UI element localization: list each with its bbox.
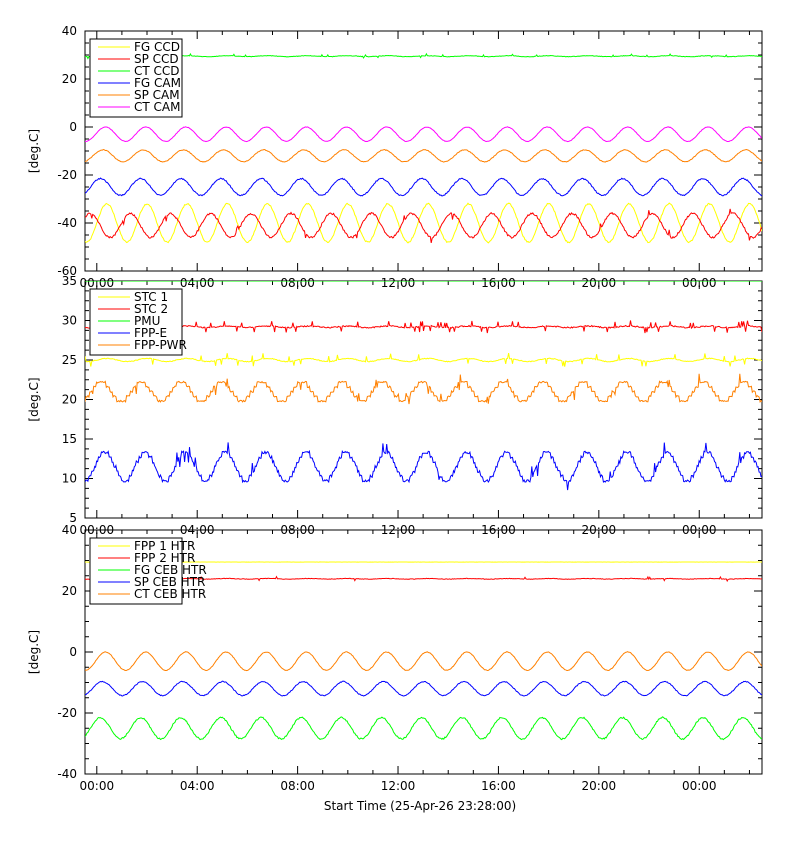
chart-panels: -60 -40 -20 0 20 40 00:00 04:00 08:00 12:00 16:00 2… (27, 24, 763, 793)
series-line-sp-ccd (85, 208, 762, 244)
legend-label: FPP-PWR (134, 338, 187, 352)
x-tick-label: 00:00 (682, 779, 717, 793)
y-tick-label: 20 (62, 393, 77, 407)
x-tick-label: 08:00 (280, 779, 315, 793)
legend-label: STC 2 (134, 302, 168, 316)
plot-frame (84, 280, 763, 519)
y-tick-label: 10 (62, 472, 77, 486)
x-tick-label: 12:00 (381, 779, 416, 793)
x-tick-label: 04:00 (180, 779, 215, 793)
legend-label: SP CCD (134, 52, 179, 66)
y-tick-label: -60 (57, 264, 77, 278)
x-tick-label: 00:00 (80, 779, 115, 793)
y-tick-label: 0 (69, 645, 77, 659)
legend-label: CT CAM (134, 100, 180, 114)
series-line-fpp-e (85, 442, 762, 491)
y-tick-label: 5 (69, 511, 77, 525)
x-tick-label: 16:00 (481, 779, 516, 793)
series-line-ct-ceb-htr (85, 651, 762, 672)
series-line-stc-2 (85, 320, 762, 334)
y-axis-label: [deg.C] (27, 630, 41, 674)
series-line-fg-cam (85, 177, 762, 197)
y-tick-label: -20 (57, 706, 77, 720)
y-tick-label: 40 (62, 24, 77, 38)
legend-label: CT CEB HTR (134, 587, 206, 601)
legend-box (89, 288, 183, 356)
legend-label: FG CAM (134, 76, 181, 90)
legend-label: STC 1 (134, 290, 168, 304)
legend-label: SP CEB HTR (134, 575, 205, 589)
legend-box (89, 537, 183, 605)
series-line-fpp-2-htr (85, 575, 762, 583)
series-line-sp-ceb-htr (85, 680, 762, 697)
y-tick-label: 20 (62, 584, 77, 598)
series-line-ct-cam (85, 126, 762, 143)
legend-label: CT CCD (134, 64, 180, 78)
y-tick-label: 15 (62, 432, 77, 446)
series-line-sp-cam (85, 148, 762, 163)
legend-label: FPP 1 HTR (134, 539, 195, 553)
y-axis-label: [deg.C] (27, 129, 41, 173)
legend-label: FG CEB HTR (134, 563, 207, 577)
y-tick-label: 40 (62, 523, 77, 537)
y-tick-label: -40 (57, 216, 77, 230)
y-tick-label: 20 (62, 72, 77, 86)
y-tick-label: 30 (62, 314, 77, 328)
x-tick-label: 20:00 (582, 779, 617, 793)
series-line-fg-ceb-htr (85, 716, 762, 741)
series-line-fg-ccd (85, 202, 762, 244)
y-tick-label: -40 (57, 767, 77, 781)
legend-label: FPP 2 HTR (134, 551, 195, 565)
series-line-stc-1 (85, 353, 762, 367)
y-tick-label: -20 (57, 168, 77, 182)
series-line-fpp-pwr (85, 373, 762, 405)
y-tick-label: 0 (69, 120, 77, 134)
legend-label: PMU (134, 314, 160, 328)
x-axis-title: Start Time (25-Apr-26 23:28:00) (324, 799, 516, 813)
legend-label: FG CCD (134, 40, 180, 54)
legend-label: SP CAM (134, 88, 180, 102)
series-line-ct-ccd (85, 52, 762, 60)
y-axis-label: [deg.C] (27, 377, 41, 421)
y-tick-label: 25 (62, 353, 77, 367)
legend-label: FPP-E (134, 326, 167, 340)
y-tick-label: 35 (62, 274, 77, 288)
legend-box (89, 38, 183, 118)
chart-panel-3: -40 -20 0 20 40 00:00 04:00 08:00 12:00 16:00 20:0… (27, 523, 763, 793)
